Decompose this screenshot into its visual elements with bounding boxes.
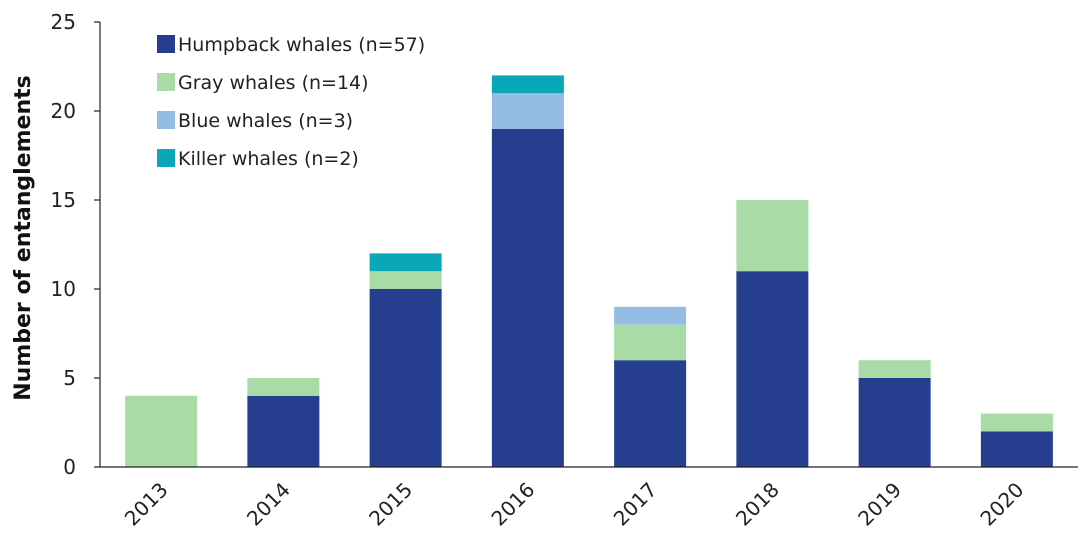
y-tick-label: 15 [51, 188, 76, 212]
legend-swatch [157, 111, 175, 129]
legend: Humpback whales (n=57) Gray whales (n=14)… [157, 34, 425, 170]
bar-segment-humpback-2019 [858, 378, 931, 467]
y-tick-label: 20 [51, 99, 76, 123]
y-tick-label: 0 [63, 455, 76, 479]
x-tick-label: 2014 [242, 478, 295, 531]
y-tick-label: 10 [51, 277, 76, 301]
legend-label: Killer whales (n=2) [178, 148, 359, 170]
bar-segment-blue-2016 [491, 93, 564, 129]
legend-swatch [157, 73, 175, 91]
x-tick-labels: 2013 2014 2015 2016 2017 2018 2019 2020 [120, 478, 1029, 531]
legend-label: Blue whales (n=3) [178, 110, 353, 132]
bar-segment-gray-2014 [247, 378, 320, 396]
bar-segment-gray-2013 [125, 395, 198, 467]
legend-swatch [157, 149, 175, 167]
bar-segment-humpback-2015 [369, 289, 442, 467]
bars-group [125, 75, 1053, 468]
legend-label: Humpback whales (n=57) [178, 34, 425, 56]
x-tick-label: 2013 [120, 478, 173, 531]
bar-segment-gray-2015 [369, 271, 442, 289]
bar-segment-gray-2020 [980, 413, 1053, 432]
bar-segment-gray-2018 [736, 200, 809, 272]
bar-segment-humpback-2014 [247, 395, 320, 467]
x-tick-label: 2020 [975, 478, 1028, 531]
bar-segment-humpback-2016 [491, 128, 564, 468]
bar-segment-humpback-2018 [736, 271, 809, 467]
y-tick-label: 5 [63, 366, 76, 390]
bar-segment-killer-2015 [369, 253, 442, 272]
axes-group [99, 22, 1078, 468]
y-tick-labels: 0 5 10 15 20 25 [51, 10, 100, 479]
bar-segment-humpback-2017 [614, 360, 687, 467]
bar-segment-gray-2017 [614, 324, 687, 361]
bar-segment-humpback-2020 [980, 431, 1053, 467]
legend-swatch [157, 35, 175, 53]
x-tick-label: 2015 [364, 478, 417, 531]
bar-segment-killer-2016 [491, 75, 564, 94]
bar-segment-gray-2019 [858, 360, 931, 378]
bar-segment-blue-2017 [614, 306, 687, 325]
y-tick-label: 25 [51, 10, 76, 34]
x-tick-label: 2018 [731, 478, 784, 531]
x-tick-label: 2019 [853, 478, 906, 531]
legend-label: Gray whales (n=14) [178, 72, 369, 94]
x-tick-label: 2017 [609, 478, 662, 531]
y-axis-title: Number of entanglements [11, 75, 36, 400]
x-tick-label: 2016 [486, 478, 539, 531]
